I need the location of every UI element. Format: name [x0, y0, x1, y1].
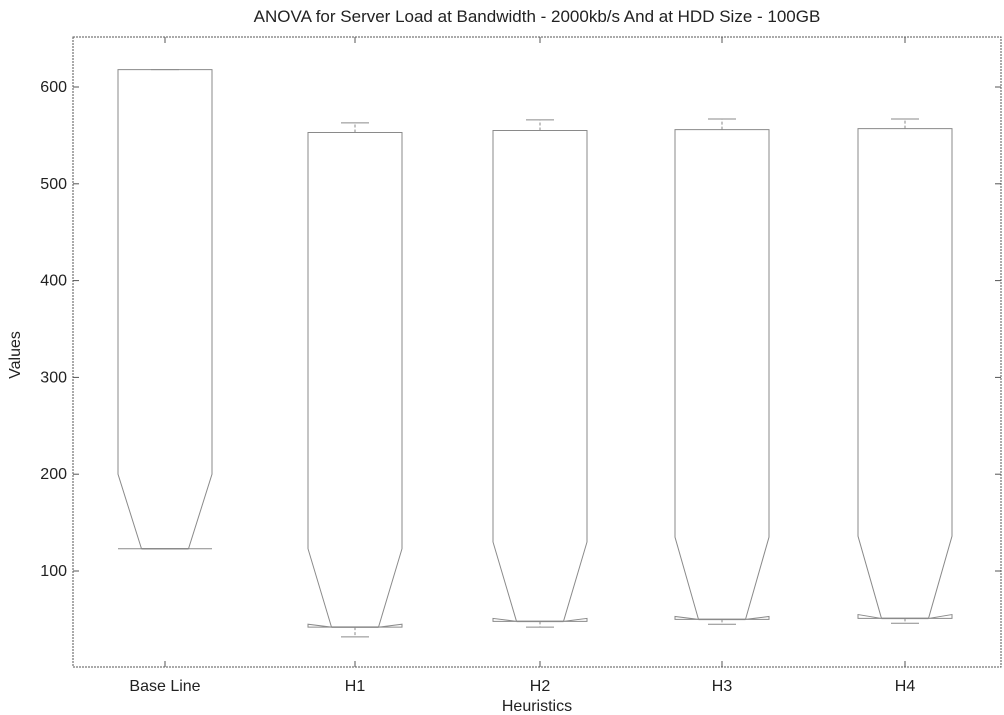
x-axis: Base Line H1 H2 H3 H4 [129, 37, 915, 695]
chart-title: ANOVA for Server Load at Bandwidth - 200… [254, 7, 821, 26]
box-outline [117, 69, 213, 550]
y-axis-label: Values [7, 331, 24, 379]
boxes [117, 69, 953, 638]
y-axis: 100 200 300 400 500 600 [40, 79, 1001, 580]
y-tick-label: 600 [40, 79, 67, 96]
x-tick-label: Base Line [129, 678, 200, 695]
y-tick-label: 300 [40, 369, 67, 386]
y-tick-label: 100 [40, 563, 67, 580]
x-tick-label: H3 [712, 678, 733, 695]
x-axis-label: Heuristics [502, 698, 572, 715]
box-outline [492, 130, 588, 622]
box-outline [857, 128, 953, 620]
y-tick-label: 200 [40, 466, 67, 483]
x-tick-label: H4 [895, 678, 916, 695]
x-tick-label: H2 [530, 678, 551, 695]
box-outline [307, 131, 403, 628]
y-tick-label: 500 [40, 176, 67, 193]
x-tick-label: H1 [345, 678, 366, 695]
box-outline [674, 129, 770, 620]
plot-frame [72, 36, 1002, 668]
y-tick-label: 400 [40, 273, 67, 290]
